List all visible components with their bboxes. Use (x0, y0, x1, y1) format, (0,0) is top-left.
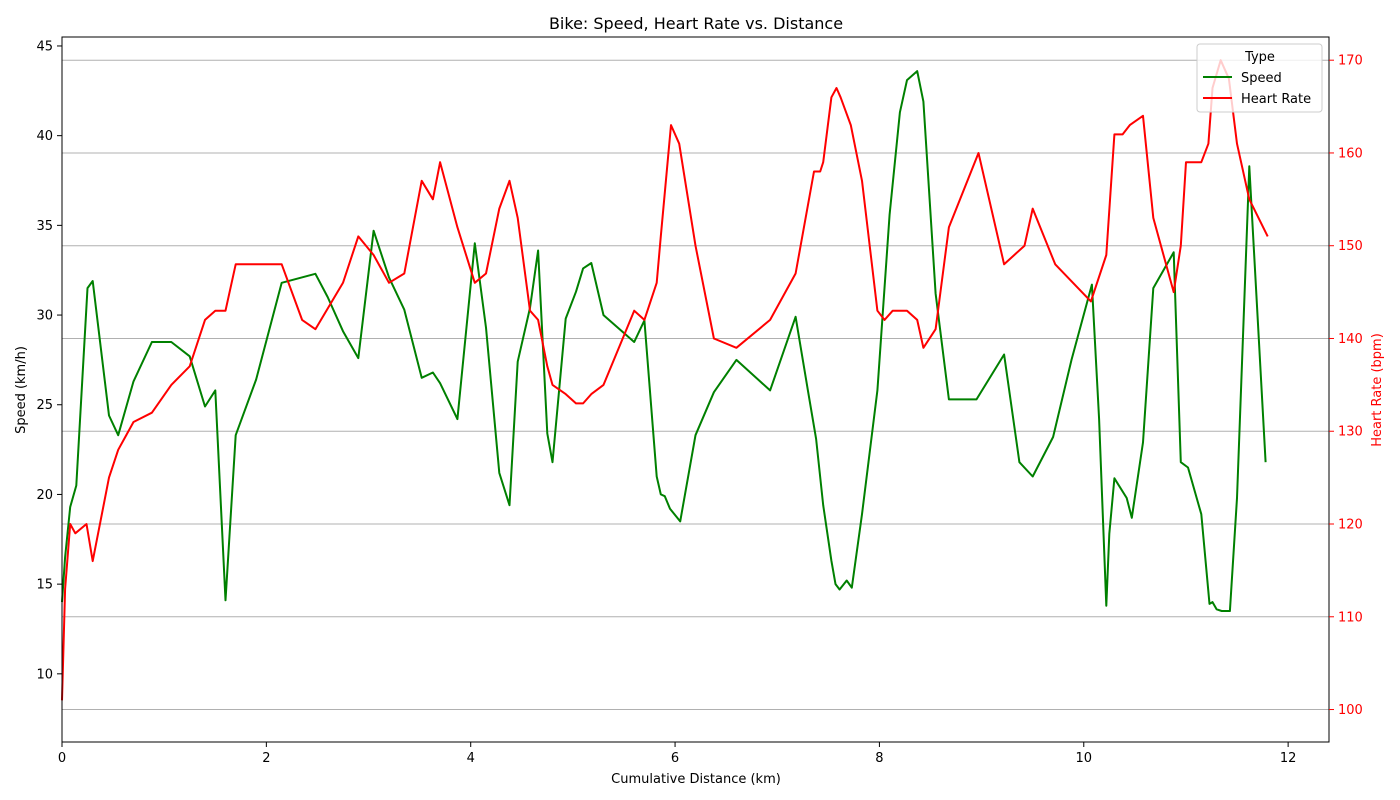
y-tick-label: 40 (36, 129, 53, 144)
y-axis-label: Speed (km/h) (14, 346, 29, 434)
y-tick-label: 10 (36, 667, 53, 682)
legend: Type Speed Heart Rate (1196, 43, 1323, 113)
y2-axis-label: Heart Rate (bpm) (1370, 333, 1385, 447)
series-lines (61, 59, 1269, 701)
y-tick-label: 35 (36, 219, 53, 234)
legend-title: Type (1244, 50, 1275, 65)
y2-tick-label: 110 (1338, 610, 1363, 625)
y-tick-label: 25 (36, 398, 53, 413)
y2-tick-label: 120 (1338, 518, 1363, 533)
x-tick-label: 4 (467, 751, 475, 766)
legend-box (1196, 43, 1323, 113)
y2-tick-label: 170 (1338, 54, 1363, 69)
y2-tick-label: 140 (1338, 332, 1363, 347)
y2-tick-label: 100 (1338, 703, 1363, 718)
y2-tick-label: 130 (1338, 425, 1363, 440)
y2-tick-label: 150 (1338, 239, 1363, 254)
grid-lines (62, 59, 1329, 711)
plot-frame (61, 36, 1330, 743)
chart-title: Bike: Speed, Heart Rate vs. Distance (549, 14, 843, 33)
heart-rate-line (61, 59, 1269, 701)
legend-label-heart-rate: Heart Rate (1241, 92, 1311, 107)
x-tick-label: 8 (875, 751, 883, 766)
x-tick-label: 10 (1076, 751, 1093, 766)
y-tick-label: 30 (36, 309, 53, 324)
y-axis-ticks: 10 15 20 25 30 35 40 45 (36, 39, 62, 682)
y2-tick-label: 160 (1338, 146, 1363, 161)
y-tick-label: 20 (36, 488, 53, 503)
x-axis-label: Cumulative Distance (km) (611, 772, 781, 787)
x-tick-label: 12 (1280, 751, 1297, 766)
legend-label-speed: Speed (1241, 71, 1282, 86)
y2-axis-ticks: 100 110 120 130 140 150 160 170 (1329, 54, 1363, 718)
x-tick-label: 6 (671, 751, 679, 766)
x-axis-ticks: 0 2 4 6 8 10 12 (58, 742, 1297, 766)
x-tick-label: 0 (58, 751, 66, 766)
x-tick-label: 2 (262, 751, 270, 766)
y-tick-label: 15 (36, 578, 53, 593)
y-tick-label: 45 (36, 39, 53, 54)
speed-line (61, 70, 1267, 612)
